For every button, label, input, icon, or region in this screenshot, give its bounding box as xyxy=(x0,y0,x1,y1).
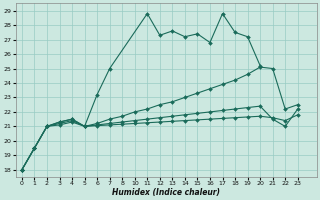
X-axis label: Humidex (Indice chaleur): Humidex (Indice chaleur) xyxy=(112,188,220,197)
